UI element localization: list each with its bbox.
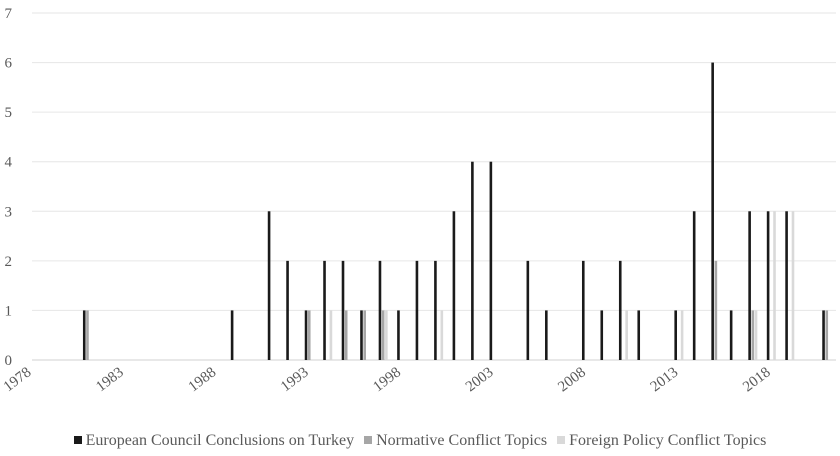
legend-label-foreign-policy-conflict: Foreign Policy Conflict Topics bbox=[569, 432, 767, 449]
legend: European Council Conclusions on Turkey N… bbox=[0, 432, 840, 450]
bar-normative-conflict bbox=[307, 310, 311, 360]
bar-normative-conflict bbox=[825, 310, 829, 360]
bar-european-council bbox=[323, 260, 326, 360]
x-tick-label: 2018 bbox=[740, 364, 774, 395]
x-tick-label: 1993 bbox=[278, 364, 312, 395]
y-tick-label: 5 bbox=[5, 105, 13, 121]
legend-item-normative-conflict: Normative Conflict Topics bbox=[364, 432, 547, 450]
bar-european-council bbox=[674, 310, 677, 360]
bar-european-council bbox=[526, 260, 530, 360]
bar-european-council bbox=[729, 310, 733, 360]
bar-foreign-policy-conflict bbox=[440, 310, 444, 360]
legend-swatch-foreign-policy-conflict bbox=[557, 436, 566, 444]
bar-european-council bbox=[397, 310, 400, 360]
bar-european-council bbox=[581, 260, 585, 360]
legend-label-normative-conflict: Normative Conflict Topics bbox=[376, 432, 548, 449]
bar-european-council bbox=[748, 211, 751, 360]
legend-item-european-council: European Council Conclusions on Turkey bbox=[73, 432, 355, 450]
y-tick-label: 2 bbox=[5, 254, 13, 270]
legend-item-foreign-policy-conflict: Foreign Policy Conflict Topics bbox=[557, 432, 766, 450]
bar-foreign-policy-conflict bbox=[773, 211, 776, 360]
bar-normative-conflict bbox=[344, 310, 348, 360]
bar-normative-conflict bbox=[751, 310, 755, 360]
bar-european-council bbox=[415, 260, 419, 360]
bar-european-council bbox=[637, 310, 641, 360]
bar-european-council bbox=[766, 211, 770, 360]
bar-european-council bbox=[692, 211, 696, 360]
x-tick-label: 1983 bbox=[93, 364, 127, 395]
y-tick-label: 4 bbox=[5, 155, 13, 171]
x-tick-label: 1978 bbox=[1, 364, 35, 395]
bar-european-council bbox=[434, 260, 437, 360]
y-tick-label: 6 bbox=[5, 56, 13, 72]
bar-european-council bbox=[360, 310, 363, 360]
bar-normative-conflict bbox=[714, 260, 718, 360]
legend-swatch-european-council bbox=[73, 436, 82, 444]
y-tick-label: 0 bbox=[5, 353, 13, 369]
bar-european-council bbox=[267, 211, 271, 360]
bar-european-council bbox=[82, 310, 86, 360]
x-tick-label: 2008 bbox=[555, 364, 589, 395]
x-tick-label: 2013 bbox=[648, 364, 682, 395]
bar-foreign-policy-conflict bbox=[329, 310, 333, 360]
y-tick-label: 7 bbox=[5, 6, 13, 22]
bar-european-council bbox=[304, 310, 308, 360]
bar-european-council bbox=[600, 310, 604, 360]
y-tick-label: 1 bbox=[5, 303, 13, 319]
bar-foreign-policy-conflict bbox=[754, 310, 758, 360]
bar-european-council bbox=[341, 260, 345, 360]
bar-foreign-policy-conflict bbox=[625, 310, 628, 360]
legend-label-european-council: European Council Conclusions on Turkey bbox=[85, 432, 355, 449]
bar-european-council bbox=[230, 310, 234, 360]
bar-normative-conflict bbox=[381, 310, 385, 360]
bar-european-council bbox=[286, 260, 289, 360]
bar-european-council bbox=[711, 62, 714, 360]
bar-european-council bbox=[378, 260, 382, 360]
bar-foreign-policy-conflict bbox=[680, 310, 684, 360]
bar-european-council bbox=[471, 161, 474, 360]
x-tick-label: 1988 bbox=[186, 364, 220, 395]
bar-european-council bbox=[489, 161, 493, 360]
x-tick-label: 2003 bbox=[463, 364, 497, 395]
bar-foreign-policy-conflict bbox=[791, 211, 795, 360]
bar-european-council bbox=[545, 310, 548, 360]
y-tick-label: 3 bbox=[5, 204, 13, 220]
bar-normative-conflict bbox=[86, 310, 89, 360]
bar-foreign-policy-conflict bbox=[385, 310, 388, 360]
bar-european-council bbox=[452, 211, 456, 360]
bar-european-council bbox=[785, 211, 788, 360]
bar-chart: 0 1 2 3 4 5 6 7 1978 1983 1988 1993 1998 2003 2008 2013… bbox=[1, 6, 836, 395]
legend-swatch-normative-conflict bbox=[364, 436, 373, 444]
bar-european-council bbox=[822, 310, 825, 360]
x-tick-label: 1998 bbox=[370, 364, 404, 395]
bar-european-council bbox=[618, 260, 622, 360]
bar-normative-conflict bbox=[363, 310, 366, 360]
